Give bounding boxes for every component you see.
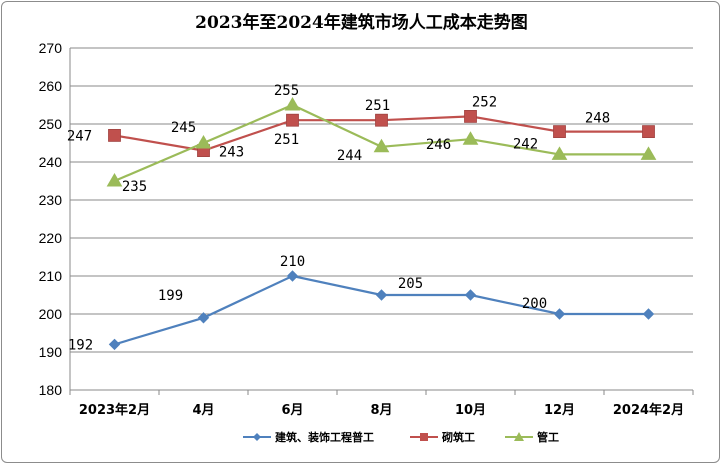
data-label: 210	[280, 254, 305, 270]
data-point	[195, 135, 212, 149]
y-tick-label: 200	[39, 306, 63, 322]
data-point	[640, 146, 657, 160]
data-label: 243	[219, 145, 244, 161]
legend-marker	[420, 433, 428, 441]
data-point	[553, 308, 566, 320]
data-label: 235	[122, 179, 147, 195]
data-point	[375, 289, 388, 301]
y-tick-label: 240	[39, 154, 63, 170]
y-tick-label: 220	[39, 230, 63, 246]
legend-marker	[253, 433, 261, 441]
data-point	[108, 128, 121, 142]
data-point	[284, 97, 301, 111]
x-tick-label: 2024年2月	[613, 402, 684, 418]
data-point	[106, 173, 123, 187]
x-tick-label: 2023年2月	[79, 402, 150, 418]
x-tick-label: 8月	[370, 403, 392, 418]
y-tick-label: 250	[39, 116, 63, 132]
data-point	[286, 270, 299, 282]
data-label: 245	[171, 120, 196, 136]
data-label: 199	[158, 288, 183, 304]
data-label: 205	[398, 276, 423, 292]
data-label: 248	[585, 111, 610, 127]
legend-marker	[514, 432, 524, 441]
data-label: 246	[426, 137, 451, 153]
data-point	[551, 146, 568, 160]
data-point	[462, 131, 479, 145]
data-point	[642, 308, 655, 320]
data-point	[553, 125, 566, 138]
x-tick-label: 4月	[192, 403, 214, 418]
legend-label: 管工	[537, 430, 559, 444]
x-tick-label: 12月	[544, 403, 575, 418]
series-line	[114, 274, 649, 346]
data-label: 200	[522, 296, 547, 312]
data-point	[108, 338, 121, 351]
data-point	[373, 138, 390, 153]
data-point	[286, 113, 299, 127]
y-tick-label: 210	[39, 268, 63, 284]
data-label: 242	[513, 136, 538, 152]
y-tick-label: 270	[39, 40, 63, 56]
y-tick-label: 260	[39, 78, 63, 94]
data-label: 251	[274, 132, 299, 148]
legend-label: 砌筑工	[441, 430, 475, 444]
data-label: 252	[472, 94, 497, 110]
data-label: 251	[365, 98, 390, 114]
data-point	[464, 110, 477, 123]
data-point	[464, 289, 477, 301]
legend-label: 建筑、装饰工程普工	[275, 430, 374, 444]
data-point	[197, 312, 210, 324]
data-label: 247	[67, 128, 92, 144]
x-tick-label: 10月	[455, 403, 486, 418]
y-tick-label: 230	[39, 192, 63, 208]
data-label: 192	[68, 337, 93, 353]
data-point	[375, 113, 388, 127]
x-tick-label: 6月	[281, 403, 303, 418]
y-tick-label: 180	[39, 382, 63, 398]
data-label: 244	[337, 148, 362, 164]
data-point	[642, 125, 655, 138]
chart-title: 2023年至2024年建筑市场人工成本走势图	[195, 13, 528, 33]
y-tick-label: 190	[39, 344, 63, 360]
data-label: 255	[274, 83, 299, 99]
